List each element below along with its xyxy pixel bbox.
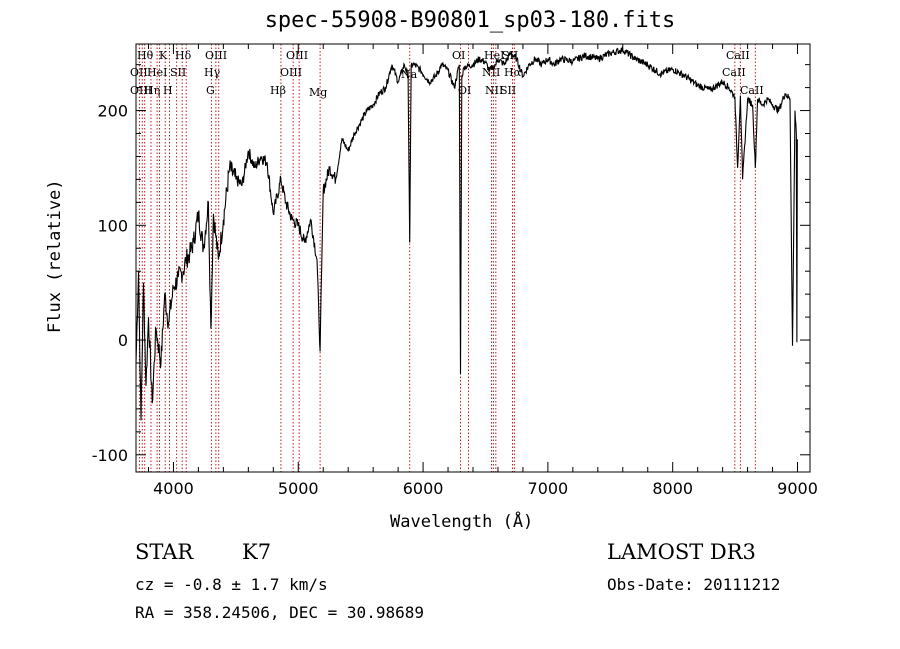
object-class: STAR — [135, 540, 194, 564]
line-label-htheta: Hθ — [137, 49, 154, 62]
line-label-g: G — [206, 84, 215, 97]
line-label-hei-6678: HeI — [484, 49, 505, 62]
line-label-hbeta: Hβ — [270, 84, 286, 97]
survey-name: LAMOST DR3 — [607, 540, 756, 564]
line-label-na: Na — [401, 68, 418, 81]
chart-title: spec-55908-B90801_sp03-180.fits — [264, 8, 676, 33]
line-label-oii: OII — [130, 66, 148, 79]
line-label-sii-6731: SII — [500, 84, 517, 97]
x-tick-label-7000: 7000 — [528, 479, 569, 498]
y-tick-label-200: 200 — [97, 102, 128, 121]
redshift-text: cz = -0.8 ± 1.7 km/s — [135, 575, 328, 594]
line-label-k: K — [159, 49, 168, 62]
line-label-halpha: Hα — [504, 66, 522, 79]
line-label-oi-6300: OI — [452, 49, 466, 62]
line-label-oiii-5007-top: OIII — [286, 49, 309, 62]
coordinates-text: RA = 358.24506, DEC = 30.98689 — [135, 603, 424, 622]
line-label-oiii-3869: OIII — [130, 84, 153, 97]
line-label-mg: Mg — [309, 86, 328, 99]
line-label-caii-8662: CaII — [740, 84, 764, 97]
line-label-caii-8542: CaII — [722, 66, 746, 79]
x-tick-label-9000: 9000 — [777, 479, 818, 498]
obs-date: Obs-Date: 20111212 — [607, 575, 781, 594]
y-axis-label: Flux (relative) — [45, 179, 65, 333]
line-label-sii-4070: SII — [170, 66, 187, 79]
line-label-hgamma: Hγ — [204, 66, 221, 79]
x-tick-label-4000: 4000 — [153, 479, 194, 498]
x-axis-label: Wavelength (Å) — [390, 512, 534, 532]
line-label-oiii-4363: OIII — [205, 49, 228, 62]
line-label-oi-6364: OI — [458, 84, 472, 97]
object-subclass: K7 — [242, 540, 272, 564]
line-label-nii-6583: NII — [485, 84, 504, 97]
x-tick-label-6000: 6000 — [403, 479, 444, 498]
x-tick-label-8000: 8000 — [652, 479, 693, 498]
line-label-heta: Hη — [144, 84, 161, 97]
flux-series-line — [135, 46, 798, 421]
line-label-h: H — [163, 84, 173, 97]
line-label-hei: HeI — [147, 66, 168, 79]
line-label-sii-6717: SII — [502, 49, 519, 62]
line-marker-layer — [138, 44, 756, 472]
line-label-hdelta: Hδ — [175, 49, 192, 62]
y-tick-label-0: 0 — [118, 331, 128, 350]
axis-ticks: 4000 5000 6000 7000 8000 9000 -100 0 100 200 — [92, 44, 818, 498]
line-label-oiii-4959: OIII — [280, 66, 303, 79]
y-tick-label--100: -100 — [92, 446, 128, 465]
x-tick-label-5000: 5000 — [278, 479, 319, 498]
y-tick-label-100: 100 — [97, 216, 128, 235]
line-label-nii-6548: NII — [482, 66, 501, 79]
line-label-caii-8498: CaII — [726, 49, 750, 62]
plot-frame — [135, 43, 811, 473]
